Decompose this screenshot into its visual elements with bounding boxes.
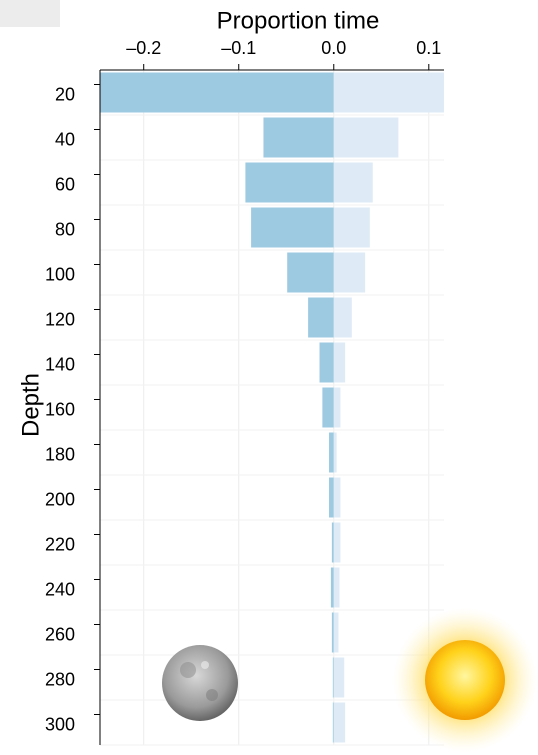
x-tick-label: –0.1: [221, 38, 256, 58]
bar: [333, 252, 366, 293]
sun-icon: [393, 608, 537, 752]
bar: [329, 477, 334, 518]
y-tick-label: 80: [55, 219, 75, 239]
y-tick-label: 260: [45, 624, 75, 644]
y-axis-label: Depth: [17, 373, 44, 437]
bar: [332, 657, 334, 698]
y-tick-label: 100: [45, 264, 75, 284]
bar: [287, 252, 334, 293]
bar: [333, 432, 337, 473]
bar: [331, 612, 334, 653]
corner-box: [0, 0, 60, 27]
y-tick-label: 40: [55, 129, 75, 149]
bar: [333, 342, 346, 383]
bar: [333, 387, 341, 428]
y-tick-label: 180: [45, 444, 75, 464]
y-tick-label: 60: [55, 174, 75, 194]
bar: [333, 297, 352, 338]
y-tick-label: 120: [45, 309, 75, 329]
bar: [319, 342, 334, 383]
bar: [333, 702, 346, 743]
bar: [100, 72, 334, 113]
bar: [333, 657, 345, 698]
y-tick-label: 280: [45, 669, 75, 689]
bar: [332, 702, 334, 743]
bar: [263, 117, 334, 158]
plot: –0.2 –0.1 0.0 0.1 20 40 60 80 100 120 140 160 180 200…: [45, 38, 444, 746]
bar: [333, 567, 340, 608]
y-tick-label: 200: [45, 489, 75, 509]
bar: [333, 207, 370, 248]
bar: [245, 162, 334, 203]
bar: [333, 477, 341, 518]
bar: [322, 387, 334, 428]
y-tick-label: 140: [45, 354, 75, 374]
bar: [331, 522, 334, 563]
y-tick-label: 240: [45, 579, 75, 599]
x-tick-label: 0.0: [321, 38, 346, 58]
bar: [333, 117, 399, 158]
x-tick-label: –0.2: [126, 38, 161, 58]
bar: [333, 162, 373, 203]
y-tick-label: 300: [45, 714, 75, 734]
y-tick-label: 160: [45, 399, 75, 419]
bar: [251, 207, 334, 248]
bar: [308, 297, 334, 338]
bar: [333, 72, 444, 113]
bar: [329, 432, 334, 473]
bar: [333, 522, 341, 563]
bar: [330, 567, 334, 608]
bar: [333, 612, 339, 653]
y-tick-label: 20: [55, 84, 75, 104]
x-tick-label: 0.1: [416, 38, 441, 58]
y-tick-label: 220: [45, 534, 75, 554]
moon-icon: [162, 645, 238, 721]
x-axis-label: Proportion time: [217, 7, 380, 34]
